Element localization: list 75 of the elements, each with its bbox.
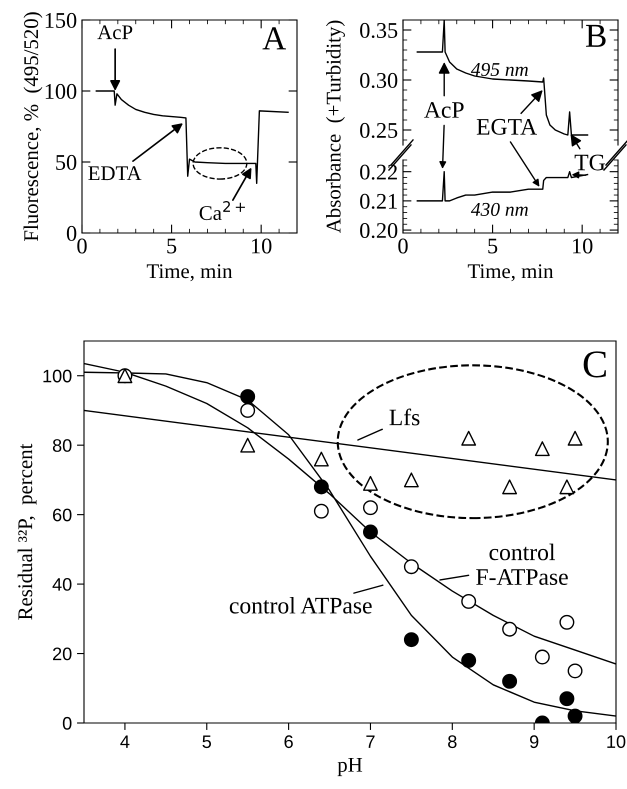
x-tick-label: 5 <box>167 238 176 254</box>
point <box>461 653 476 668</box>
y-tick-label: 0.21 <box>360 194 397 209</box>
point <box>502 479 518 494</box>
y-tick-label: 0 <box>66 226 76 241</box>
y-tick-label: 100 <box>43 370 72 382</box>
x-tick-label: 5 <box>202 735 212 748</box>
point <box>240 389 256 404</box>
point <box>568 663 583 678</box>
y-tick-label: 0.20 <box>360 223 398 238</box>
point <box>461 594 476 609</box>
annotation: 430 nm <box>470 202 528 216</box>
point <box>559 479 574 494</box>
annotation: EDTA <box>88 166 142 180</box>
annotation: EGTA <box>476 118 537 135</box>
x-axis-title: Time, min <box>468 264 554 282</box>
annotation: AcP <box>97 25 132 40</box>
x-tick-label: 7 <box>366 735 375 748</box>
point <box>314 504 329 519</box>
x-tick-label: 9 <box>530 735 538 748</box>
point <box>314 479 329 494</box>
annotation: 495 nm <box>470 62 528 76</box>
x-tick-label: 10 <box>252 238 272 254</box>
y-tick-label: 0 <box>62 716 72 730</box>
point <box>568 708 583 723</box>
annotation: control F-ATPase <box>476 544 568 585</box>
point <box>362 500 378 516</box>
point <box>461 430 476 446</box>
point <box>502 622 518 637</box>
y-tick-label: 0.35 <box>360 22 398 38</box>
y-axis-title: Absorbance (+Turbidity) <box>326 20 345 234</box>
x-tick-label: 10 <box>607 735 626 748</box>
point <box>404 472 419 488</box>
point <box>559 614 574 630</box>
point <box>362 476 378 491</box>
point <box>404 632 419 648</box>
annotation: control ATPase <box>230 596 372 614</box>
y-tick-label: 0.25 <box>360 122 398 138</box>
annotation: C <box>584 351 606 378</box>
point <box>240 402 256 418</box>
y-tick-label: 0.30 <box>360 72 398 88</box>
x-tick-label: 5 <box>488 238 498 254</box>
annotation: Ca$^{2+}$ <box>200 201 245 220</box>
x-axis-title: pH <box>338 758 362 776</box>
point <box>404 559 419 574</box>
x-tick-label: 4 <box>120 735 130 748</box>
y-tick-label: 20 <box>53 647 72 660</box>
annotation: Lfs <box>389 408 420 426</box>
point <box>314 452 329 467</box>
y-tick-label: 0.22 <box>360 164 397 180</box>
annotation: B <box>586 24 606 47</box>
y-tick-label: 150 <box>46 12 76 28</box>
point <box>534 650 550 664</box>
y-tick-label: 40 <box>52 578 72 591</box>
point <box>559 691 574 706</box>
point <box>534 441 550 456</box>
x-tick-label: 8 <box>448 735 457 748</box>
point <box>568 430 583 446</box>
x-axis-title: Time, min <box>146 264 232 282</box>
point <box>502 674 518 689</box>
annotation: TG <box>574 154 605 170</box>
y-axis-title: Fluorescence, % (495/520) <box>24 12 42 242</box>
y-tick-label: 80 <box>52 439 72 452</box>
annotation: A <box>262 27 286 50</box>
x-tick-label: 10 <box>573 238 592 254</box>
y-tick-label: 100 <box>46 84 76 99</box>
y-tick-label: 60 <box>53 508 72 522</box>
annotation: AcP <box>424 102 464 118</box>
y-tick-label: 50 <box>56 154 76 170</box>
y-axis-title: Residual ³²P, percent <box>18 444 37 620</box>
x-tick-label: 0 <box>398 238 408 254</box>
point <box>240 438 256 453</box>
x-tick-label: 0 <box>77 238 87 254</box>
x-tick-label: 6 <box>284 735 293 748</box>
point <box>362 524 378 540</box>
